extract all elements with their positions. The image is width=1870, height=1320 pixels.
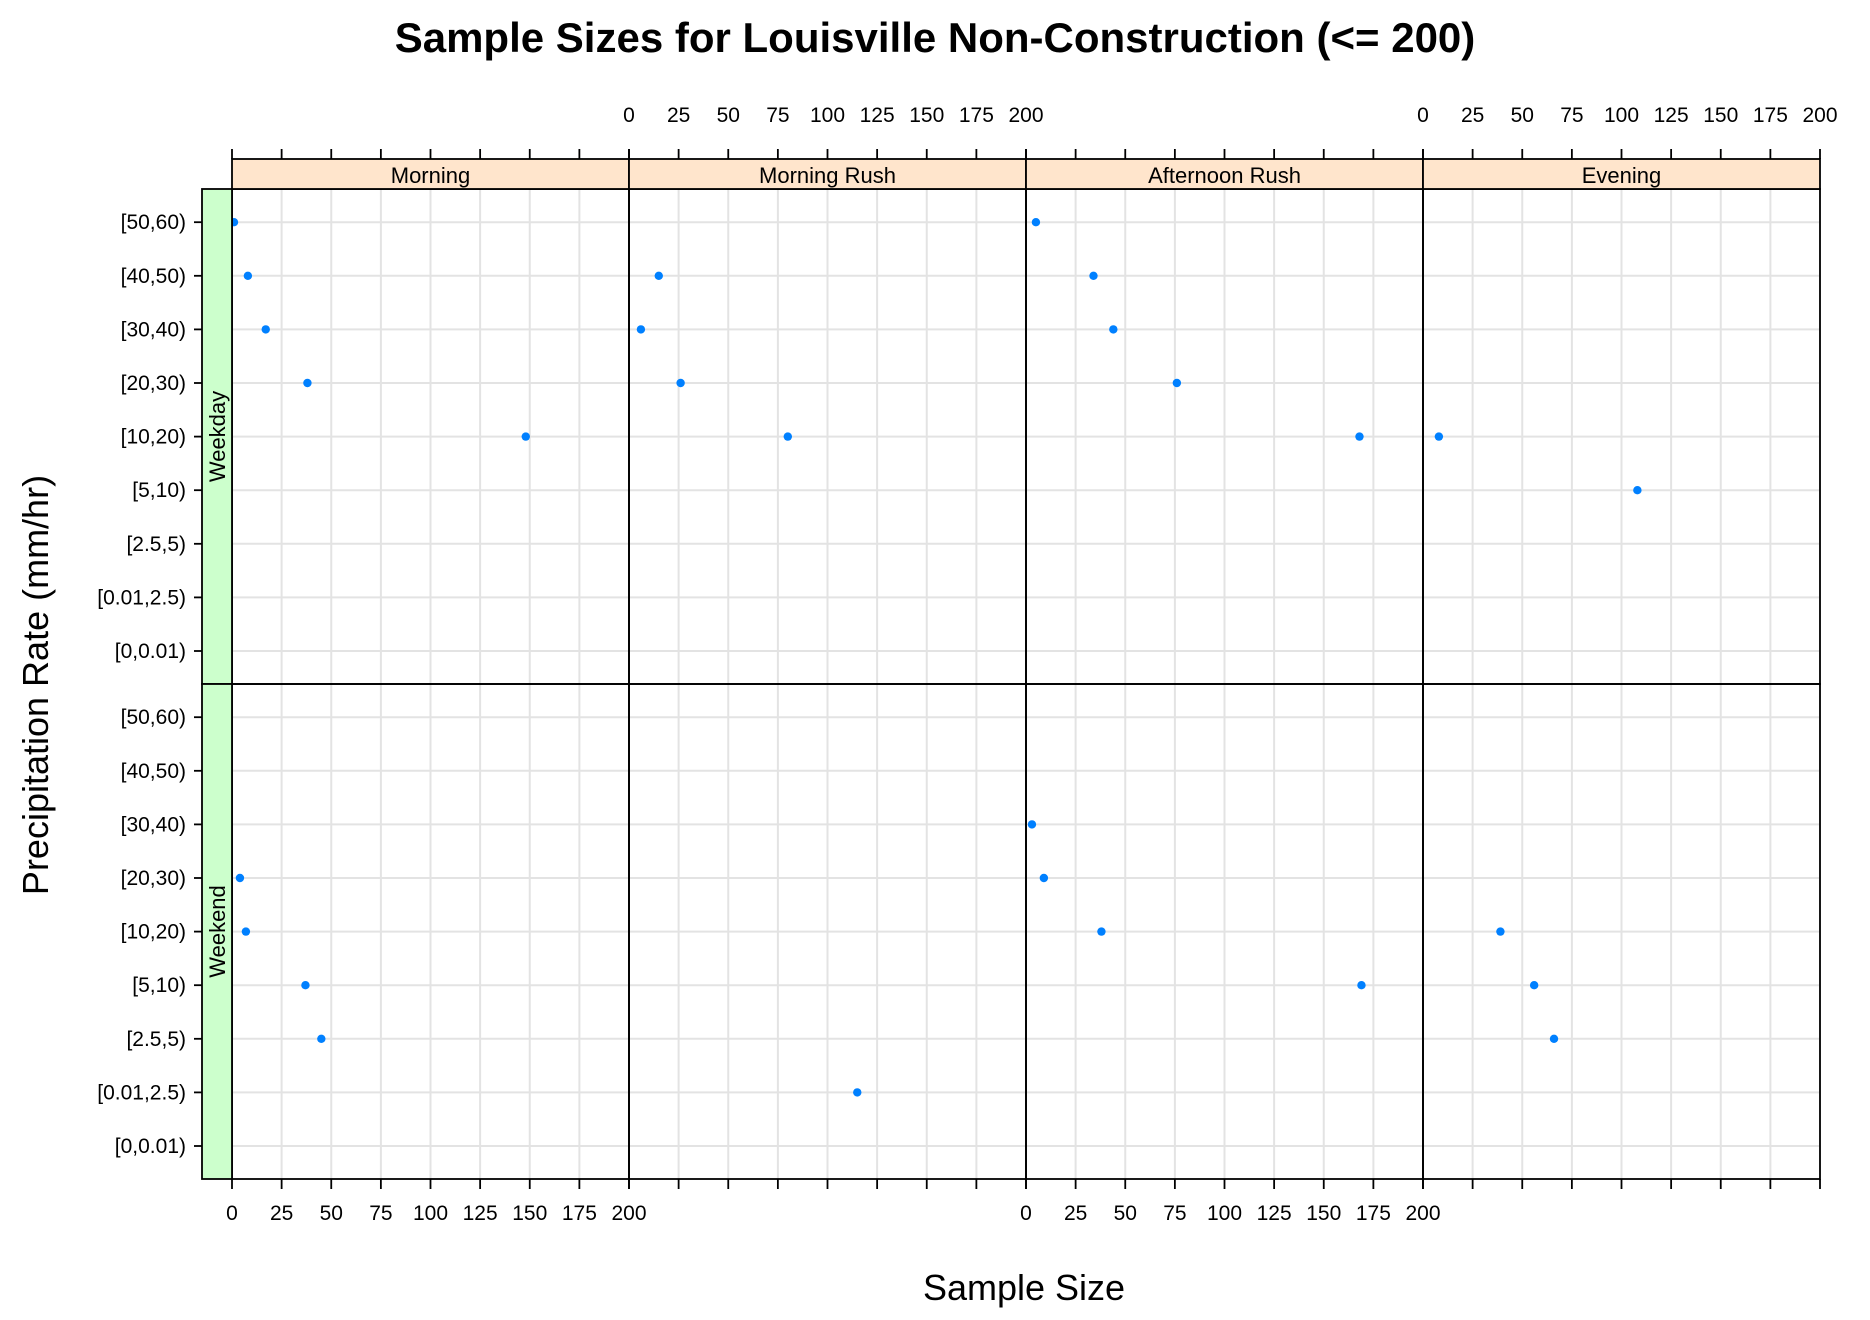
data-point-weekend-afternoon-rush	[1039, 873, 1049, 883]
y-tick-label: [30,40)	[121, 813, 186, 836]
data-point-weekend-evening	[1549, 1034, 1559, 1044]
data-point-weekend-evening	[1496, 927, 1505, 936]
x-tick-label-top: 50	[1511, 104, 1534, 127]
strip-label-weekday: Weekday	[205, 391, 230, 482]
x-tick-label-top: 25	[667, 104, 690, 127]
panels-layer: Morning Morning Rush Afternoon Rush Evening…	[97, 104, 1837, 1225]
data-point-weekday-afternoon-rush	[1031, 218, 1041, 227]
strip-label-morning: Morning	[391, 163, 470, 188]
data-point-weekday-morning-rush	[654, 271, 663, 280]
strip-label-afternoon-rush: Afternoon Rush	[1148, 163, 1301, 188]
x-tick-label-bottom: 75	[369, 1202, 392, 1225]
chart-title: Sample Sizes for Louisville Non-Construc…	[395, 14, 1476, 61]
strip-label-morning-rush: Morning Rush	[759, 163, 896, 188]
y-tick-label: [20,30)	[121, 867, 186, 890]
data-point-weekend-afternoon-rush	[1357, 981, 1366, 990]
x-tick-label-top: 25	[1461, 104, 1484, 127]
x-tick-label-top: 100	[810, 104, 845, 127]
y-tick-label: [0,0.01)	[115, 640, 186, 663]
data-point-weekday-afternoon-rush	[1109, 325, 1118, 334]
y-tick-label: [50,60)	[121, 706, 186, 729]
data-point-weekend-evening	[1529, 981, 1539, 990]
x-axis-title: Sample Size	[923, 1267, 1125, 1308]
x-tick-label-bottom: 25	[270, 1202, 293, 1225]
x-tick-label-bottom: 25	[1064, 1202, 1087, 1225]
x-tick-label-bottom: 0	[226, 1202, 238, 1225]
y-tick-label: [5,10)	[132, 974, 186, 997]
y-tick-label: [30,40)	[121, 318, 186, 341]
data-point-weekend-morning	[235, 873, 245, 883]
x-tick-label-top: 175	[1753, 104, 1788, 127]
x-tick-label-top: 200	[1802, 104, 1837, 127]
data-point-weekend-morning-rush	[853, 1088, 862, 1097]
x-tick-label-bottom: 100	[413, 1202, 448, 1225]
data-point-weekday-morning-rush	[676, 378, 685, 388]
x-tick-label-bottom: 200	[611, 1202, 646, 1225]
data-point-weekend-afternoon-rush	[1097, 927, 1106, 936]
y-tick-label: [40,50)	[121, 760, 186, 783]
y-tick-label: [50,60)	[121, 211, 186, 234]
x-tick-label-top: 0	[1417, 104, 1429, 127]
x-tick-label-top: 75	[766, 104, 789, 127]
data-point-weekday-morning-rush	[636, 325, 646, 334]
x-tick-label-bottom: 150	[1306, 1202, 1341, 1225]
data-point-weekday-afternoon-rush	[1089, 271, 1098, 280]
y-tick-label: [10,20)	[121, 426, 186, 449]
strip-label-evening: Evening	[1582, 163, 1662, 188]
strip-weekend	[201, 683, 233, 1180]
y-tick-label: [2.5,5)	[126, 533, 186, 556]
x-tick-label-bottom: 0	[1020, 1202, 1032, 1225]
strip-label-weekend: Weekend	[205, 885, 230, 978]
x-tick-label-top: 125	[1654, 104, 1689, 127]
data-point-weekday-morning	[303, 378, 312, 388]
data-point-weekday-morning	[521, 432, 530, 441]
y-tick-label: [0,0.01)	[115, 1135, 186, 1158]
y-tick-label: [5,10)	[132, 479, 186, 502]
y-tick-label: [10,20)	[121, 921, 186, 944]
x-tick-label-bottom: 175	[562, 1202, 597, 1225]
y-tick-label: [40,50)	[121, 265, 186, 288]
x-tick-label-top: 100	[1604, 104, 1639, 127]
y-tick-label: [2.5,5)	[126, 1028, 186, 1051]
y-tick-label: [20,30)	[121, 372, 186, 395]
y-axis-title: Precipitation Rate (mm/hr)	[15, 475, 56, 895]
x-tick-label-bottom: 75	[1163, 1202, 1186, 1225]
x-tick-label-top: 150	[1703, 104, 1738, 127]
data-point-weekday-evening	[1633, 486, 1642, 495]
x-tick-label-top: 200	[1008, 104, 1043, 127]
x-tick-label-top: 125	[860, 104, 895, 127]
x-tick-label-bottom: 50	[1114, 1202, 1137, 1225]
data-point-weekday-afternoon-rush	[1355, 432, 1364, 441]
data-point-weekend-afternoon-rush	[1027, 820, 1037, 829]
x-tick-label-top: 75	[1560, 104, 1583, 127]
data-point-weekend-morning	[301, 981, 310, 990]
x-tick-label-bottom: 175	[1356, 1202, 1391, 1225]
data-point-weekday-morning	[261, 325, 270, 334]
x-tick-label-bottom: 200	[1405, 1202, 1440, 1225]
data-point-weekday-afternoon-rush	[1172, 378, 1182, 388]
x-tick-label-bottom: 100	[1207, 1202, 1242, 1225]
data-point-weekday-evening	[1434, 432, 1444, 441]
x-tick-label-bottom: 150	[512, 1202, 547, 1225]
y-tick-label: [0.01,2.5)	[97, 1081, 186, 1104]
x-tick-label-top: 175	[959, 104, 994, 127]
x-tick-label-bottom: 50	[320, 1202, 343, 1225]
x-tick-label-top: 50	[717, 104, 740, 127]
data-point-weekend-morning	[317, 1034, 326, 1044]
data-point-weekday-morning-rush	[783, 432, 792, 441]
x-tick-label-bottom: 125	[463, 1202, 498, 1225]
x-tick-label-top: 0	[623, 104, 635, 127]
data-point-weekend-morning	[241, 927, 251, 936]
x-tick-label-bottom: 125	[1257, 1202, 1292, 1225]
y-tick-label: [0.01,2.5)	[97, 586, 186, 609]
data-point-weekday-morning	[243, 271, 253, 280]
x-tick-label-top: 150	[909, 104, 944, 127]
